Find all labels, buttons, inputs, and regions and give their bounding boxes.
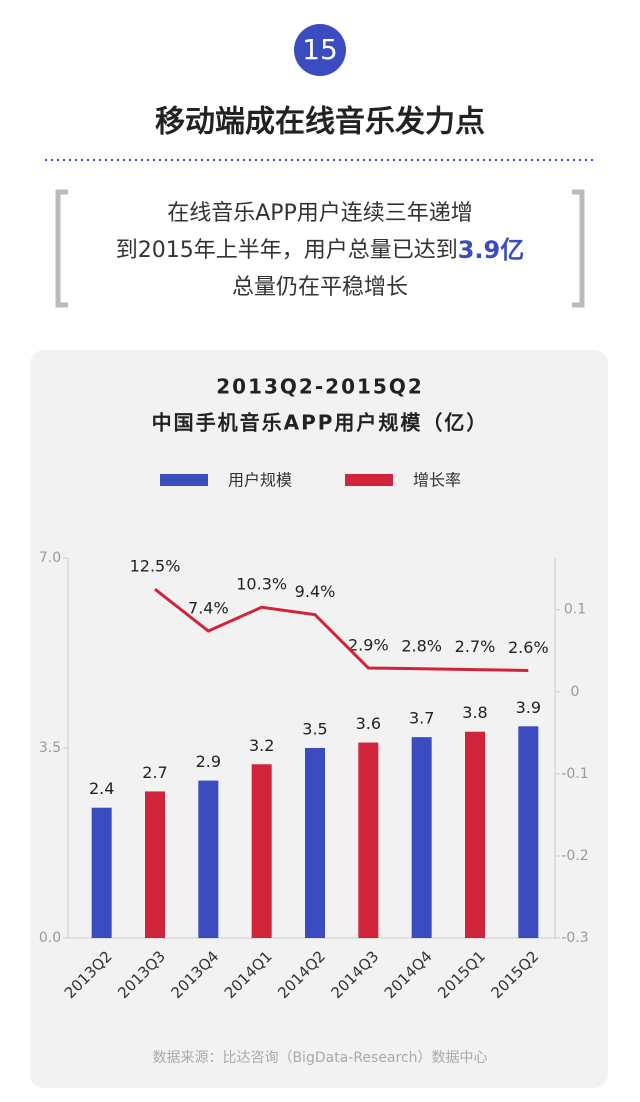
- bar-label: 3.8: [462, 703, 487, 722]
- line-label: 10.3%: [236, 575, 287, 594]
- quote-line: 在线音乐APP用户连续三年递增: [167, 201, 473, 226]
- bar-label: 3.7: [409, 709, 434, 728]
- legend-label: 增长率: [413, 471, 461, 490]
- bar: [305, 748, 325, 938]
- y2-tick-label: -0.2: [561, 848, 588, 864]
- bar: [145, 791, 165, 938]
- y2-tick-label: -0.3: [561, 930, 588, 946]
- page-title: 移动端成在线音乐发力点: [155, 105, 485, 140]
- bracket-right: [572, 189, 585, 308]
- bar-label: 2.9: [196, 752, 221, 771]
- bar: [91, 807, 112, 938]
- quote-line: 总量仍在平稳增长: [232, 275, 408, 300]
- line-label: 2.6%: [508, 638, 549, 657]
- y2-tick-label: 0.1: [564, 602, 586, 618]
- y2-tick-label: 0: [571, 684, 580, 700]
- chart-title: 2013Q2-2015Q2: [216, 375, 423, 399]
- growth-line: [154, 588, 529, 672]
- bar-label: 3.5: [302, 720, 327, 739]
- legend-swatch: [345, 474, 393, 486]
- legend-label: 用户规模: [228, 471, 292, 490]
- line-label: 2.7%: [455, 637, 496, 656]
- bar: [411, 737, 432, 938]
- bar: [198, 780, 219, 938]
- line-label: 12.5%: [130, 557, 181, 576]
- chart-subtitle: 中国手机音乐APP用户规模（亿）: [152, 411, 489, 435]
- badge-number: 15: [302, 33, 338, 66]
- chart-card: [30, 350, 608, 1088]
- quote-line: 到2015年上半年，用户总量已达到3.9亿: [116, 236, 525, 264]
- quote-highlight: 3.9亿: [458, 236, 525, 264]
- bracket-left: [55, 189, 68, 308]
- y-tick-label: 3.5: [39, 740, 61, 756]
- bar-label: 3.2: [249, 736, 274, 755]
- bar-label: 3.9: [516, 698, 541, 717]
- bar-label: 3.6: [356, 714, 381, 733]
- bar: [465, 731, 485, 938]
- bar: [518, 726, 539, 938]
- line-label: 9.4%: [295, 582, 336, 601]
- bar: [358, 742, 379, 938]
- source: 数据来源：比达咨询（BigData-Research）数据中心: [152, 1050, 487, 1066]
- bar-label: 2.7: [142, 763, 167, 782]
- line-label: 2.8%: [401, 636, 442, 655]
- line-label: 7.4%: [188, 599, 229, 618]
- y-tick-label: 0.0: [39, 930, 61, 946]
- legend-swatch: [160, 474, 208, 486]
- badge: [294, 24, 346, 76]
- y-tick-label: 7.0: [39, 550, 61, 566]
- quote-text: 到2015年上半年，用户总量已达到: [116, 238, 458, 263]
- bar-label: 2.4: [89, 779, 114, 798]
- bar: [251, 764, 272, 938]
- line-label: 2.9%: [348, 635, 389, 654]
- y2-tick-label: -0.1: [561, 766, 588, 782]
